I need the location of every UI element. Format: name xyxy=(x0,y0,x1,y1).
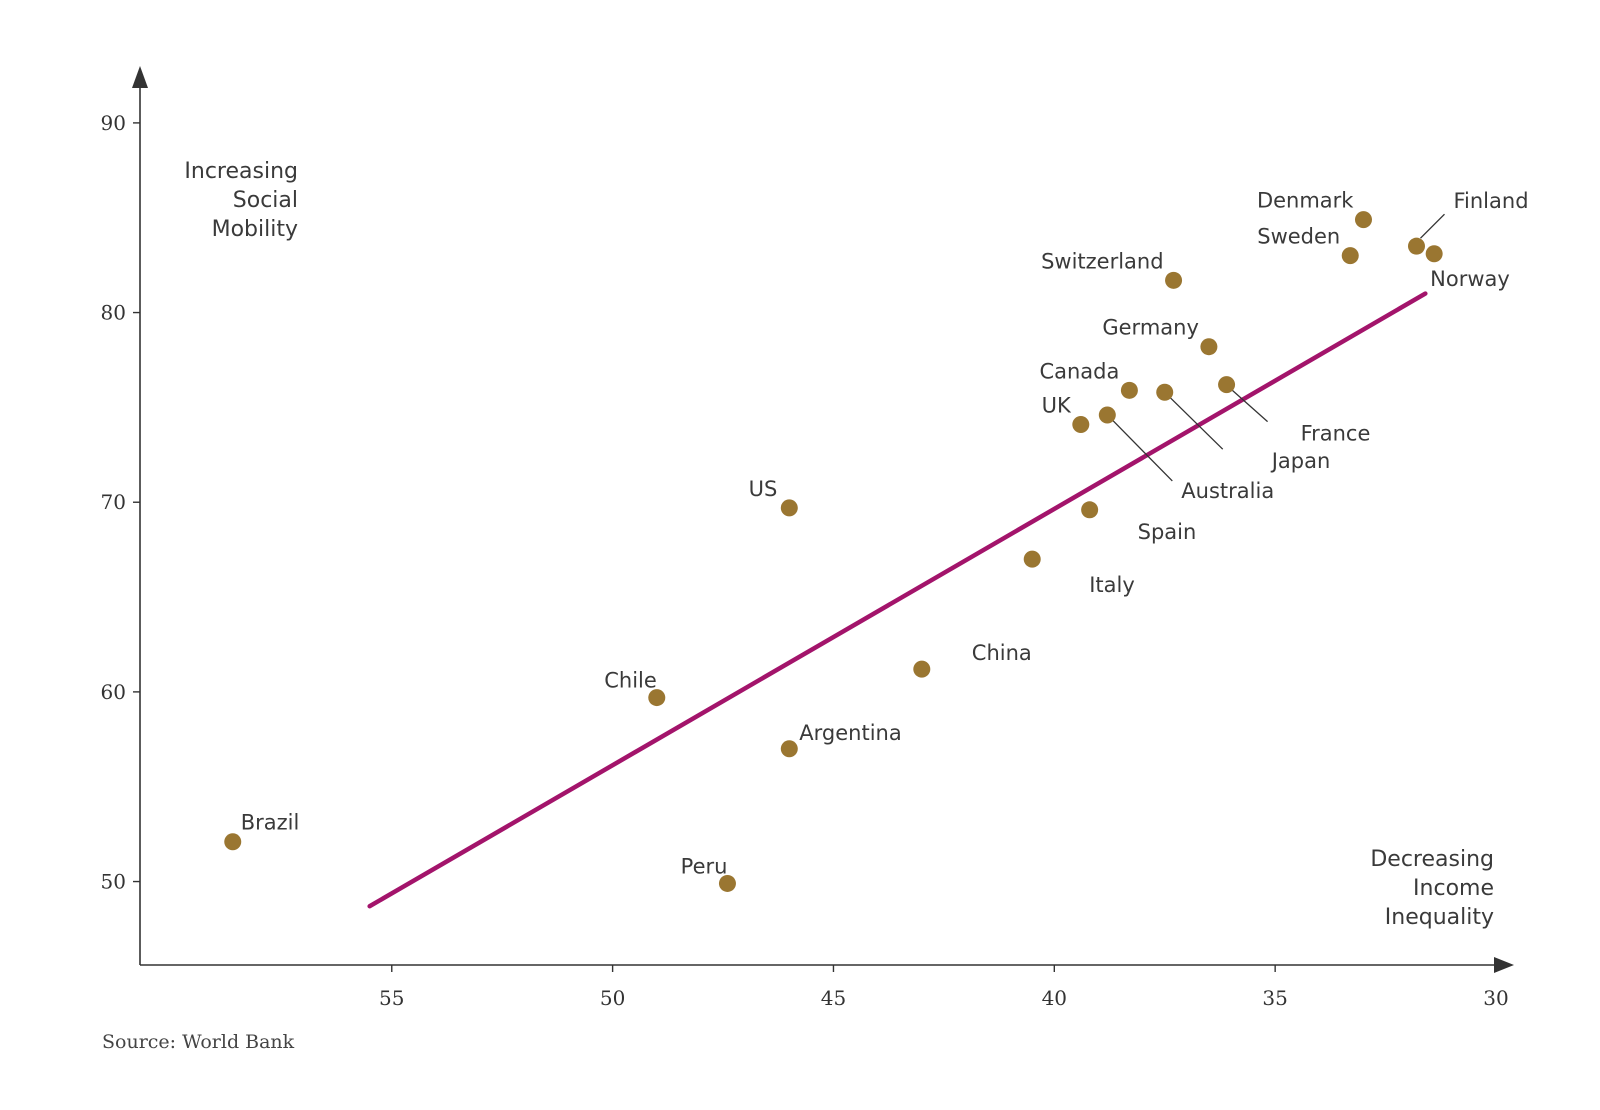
label-switzerland: Switzerland xyxy=(1041,249,1164,273)
label-italy: Italy xyxy=(1089,573,1135,597)
x-tick-label-55: 55 xyxy=(379,986,404,1010)
label-brazil: Brazil xyxy=(241,811,300,835)
x-tick-label-45: 45 xyxy=(821,986,846,1010)
label-chile: Chile xyxy=(604,669,657,693)
x-tick-label-30: 30 xyxy=(1483,986,1508,1010)
y-tick-label-80: 80 xyxy=(101,301,126,325)
trend-line xyxy=(367,291,1428,909)
y-ticks: 90 80 70 60 50 xyxy=(101,111,140,894)
y-corner-label-3: Mobility xyxy=(212,217,298,242)
y-axis-arrow xyxy=(132,66,148,88)
y-tick-label-90: 90 xyxy=(101,111,126,135)
point-uk xyxy=(1072,415,1090,433)
x-tick-label-35: 35 xyxy=(1262,986,1287,1010)
label-australia: Australia xyxy=(1181,479,1274,503)
label-us: US xyxy=(749,477,778,501)
point-norway xyxy=(1425,245,1443,263)
y-corner-label-2: Social xyxy=(233,188,298,213)
x-tick-label-40: 40 xyxy=(1042,986,1067,1010)
point-brazil xyxy=(224,833,242,851)
x-axis-arrow xyxy=(1494,957,1514,973)
point-canada xyxy=(1120,381,1138,399)
label-japan: Japan xyxy=(1270,449,1331,473)
leader-france xyxy=(1231,389,1268,423)
point-denmark xyxy=(1354,211,1372,229)
x-ticks: 55 50 45 40 35 30 xyxy=(379,965,1509,1010)
y-tick-label-60: 60 xyxy=(101,680,126,704)
label-germany: Germany xyxy=(1102,316,1199,340)
point-australia xyxy=(1098,406,1116,424)
point-switzerland xyxy=(1165,271,1183,289)
label-peru: Peru xyxy=(681,854,728,878)
leader-australia xyxy=(1111,419,1173,482)
point-italy xyxy=(1023,550,1041,568)
label-denmark: Denmark xyxy=(1257,189,1354,213)
label-finland: Finland xyxy=(1453,189,1528,213)
label-uk: UK xyxy=(1042,393,1072,417)
point-labels: Denmark Finland Norway Sweden Switzerland Ger… xyxy=(241,189,1529,879)
x-corner-label-3: Inequality xyxy=(1385,905,1494,930)
point-us xyxy=(780,499,798,517)
label-leaders xyxy=(1111,213,1445,482)
point-sweden xyxy=(1341,247,1359,265)
point-spain xyxy=(1081,501,1099,519)
y-tick-label-50: 50 xyxy=(101,870,126,894)
point-finland xyxy=(1407,237,1425,255)
label-norway: Norway xyxy=(1430,267,1510,291)
x-corner-label-1: Decreasing xyxy=(1370,847,1494,872)
x-corner-label-2: Income xyxy=(1413,876,1494,901)
point-japan xyxy=(1156,383,1174,401)
label-canada: Canada xyxy=(1039,359,1119,383)
label-spain: Spain xyxy=(1138,520,1197,544)
point-argentina xyxy=(780,740,798,758)
label-france: France xyxy=(1301,422,1371,446)
point-france xyxy=(1218,376,1236,394)
source-note: Source: World Bank xyxy=(102,1031,295,1053)
point-china xyxy=(913,660,931,678)
label-sweden: Sweden xyxy=(1257,225,1340,249)
point-chile xyxy=(648,689,666,707)
y-corner-label-1: Increasing xyxy=(184,159,298,184)
x-tick-label-50: 50 xyxy=(600,986,625,1010)
y-tick-label-70: 70 xyxy=(101,490,126,514)
point-germany xyxy=(1200,338,1218,356)
point-peru xyxy=(718,874,736,892)
data-points xyxy=(224,211,1443,892)
label-argentina: Argentina xyxy=(799,721,901,745)
label-china: China xyxy=(972,641,1032,665)
leader-finland xyxy=(1420,213,1445,239)
leader-japan xyxy=(1169,396,1224,450)
